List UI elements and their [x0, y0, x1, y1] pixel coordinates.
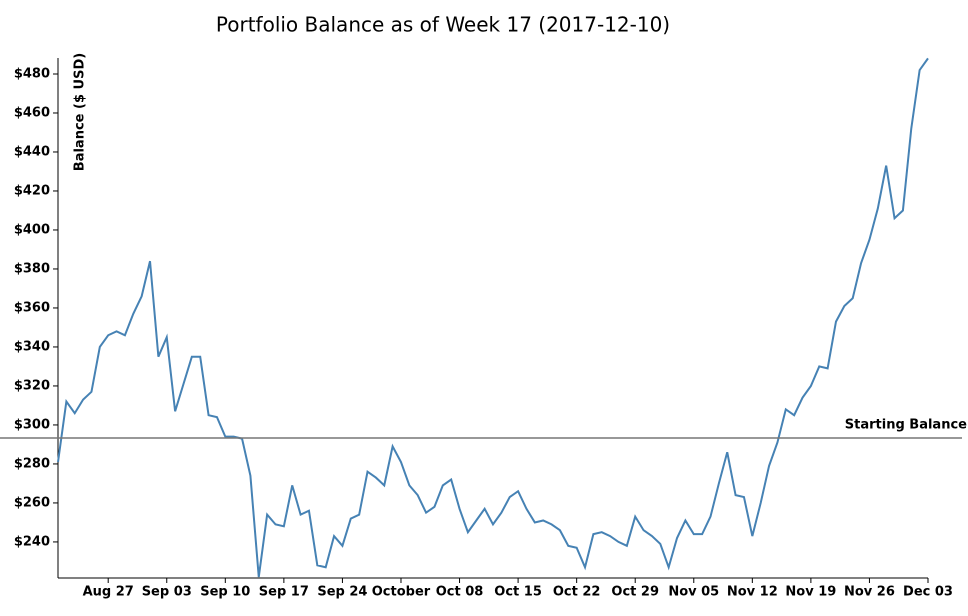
y-axis-title: Balance ($ USD): [73, 53, 88, 171]
x-tick-label: Nov 12: [727, 585, 778, 600]
x-tick-label: Nov 05: [668, 585, 719, 600]
y-tick-label: $380: [14, 261, 50, 276]
y-tick-label: $400: [14, 222, 50, 237]
chart-title: Portfolio Balance as of Week 17 (2017-12…: [216, 13, 670, 37]
y-tick-label: $360: [14, 300, 50, 315]
y-tick-label: $300: [14, 417, 50, 432]
x-tick-label: Oct 29: [611, 585, 659, 600]
x-tick-label: Oct 08: [436, 585, 484, 600]
y-tick-label: $280: [14, 456, 50, 471]
x-tick-label: Dec 03: [903, 585, 953, 600]
y-tick-label: $460: [14, 105, 50, 120]
y-tick-label: $480: [14, 66, 50, 81]
y-tick-label: $440: [14, 144, 50, 159]
x-tick-label: October: [372, 585, 431, 600]
x-tick-label: Sep 03: [142, 585, 192, 600]
x-tick-label: Sep 24: [317, 585, 367, 600]
x-tick-label: Sep 10: [200, 585, 250, 600]
x-tick-label: Sep 17: [259, 585, 309, 600]
x-tick-label: Oct 15: [494, 585, 542, 600]
x-tick-label: Nov 19: [785, 585, 836, 600]
balance-line: [57, 57, 929, 578]
y-tick-label: $320: [14, 378, 50, 393]
y-tick-label: $240: [14, 534, 50, 549]
x-tick-label: Nov 26: [844, 585, 895, 600]
y-tick-label: $420: [14, 183, 50, 198]
y-tick-label: $260: [14, 495, 50, 510]
x-tick-label: Oct 22: [553, 585, 601, 600]
starting-balance-label: Starting Balance: [845, 418, 967, 433]
x-tick-label: Aug 27: [83, 585, 134, 600]
y-tick-label: $340: [14, 339, 50, 354]
